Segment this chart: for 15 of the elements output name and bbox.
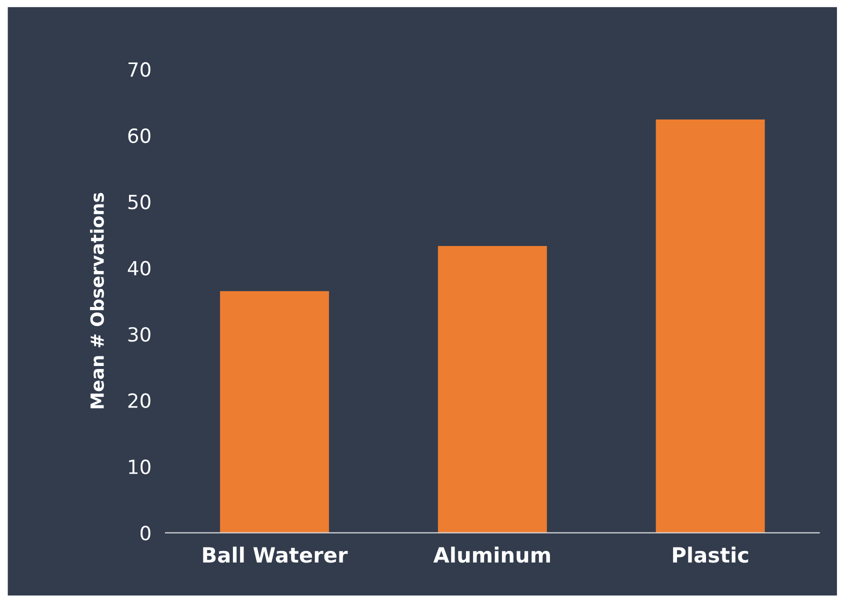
y-tick-label: 50: [128, 194, 150, 210]
y-tick-label: 70: [128, 62, 150, 77]
y-tick-label: 10: [129, 460, 150, 474]
y-tick-label: 40: [128, 260, 150, 276]
bar: [438, 246, 547, 533]
y-axis-title: Mean # Observations: [90, 192, 104, 408]
bar: [656, 120, 765, 533]
x-tick-label: Plastic: [673, 546, 748, 563]
x-tick-label: Ball Waterer: [203, 546, 348, 563]
x-tick-label: Aluminum: [433, 546, 550, 563]
y-tick-label: 60: [128, 128, 150, 144]
y-tick-label: 30: [128, 327, 150, 342]
bar: [220, 291, 329, 533]
y-tick-label: 20: [128, 393, 150, 408]
y-tick-label: 0: [140, 526, 150, 540]
